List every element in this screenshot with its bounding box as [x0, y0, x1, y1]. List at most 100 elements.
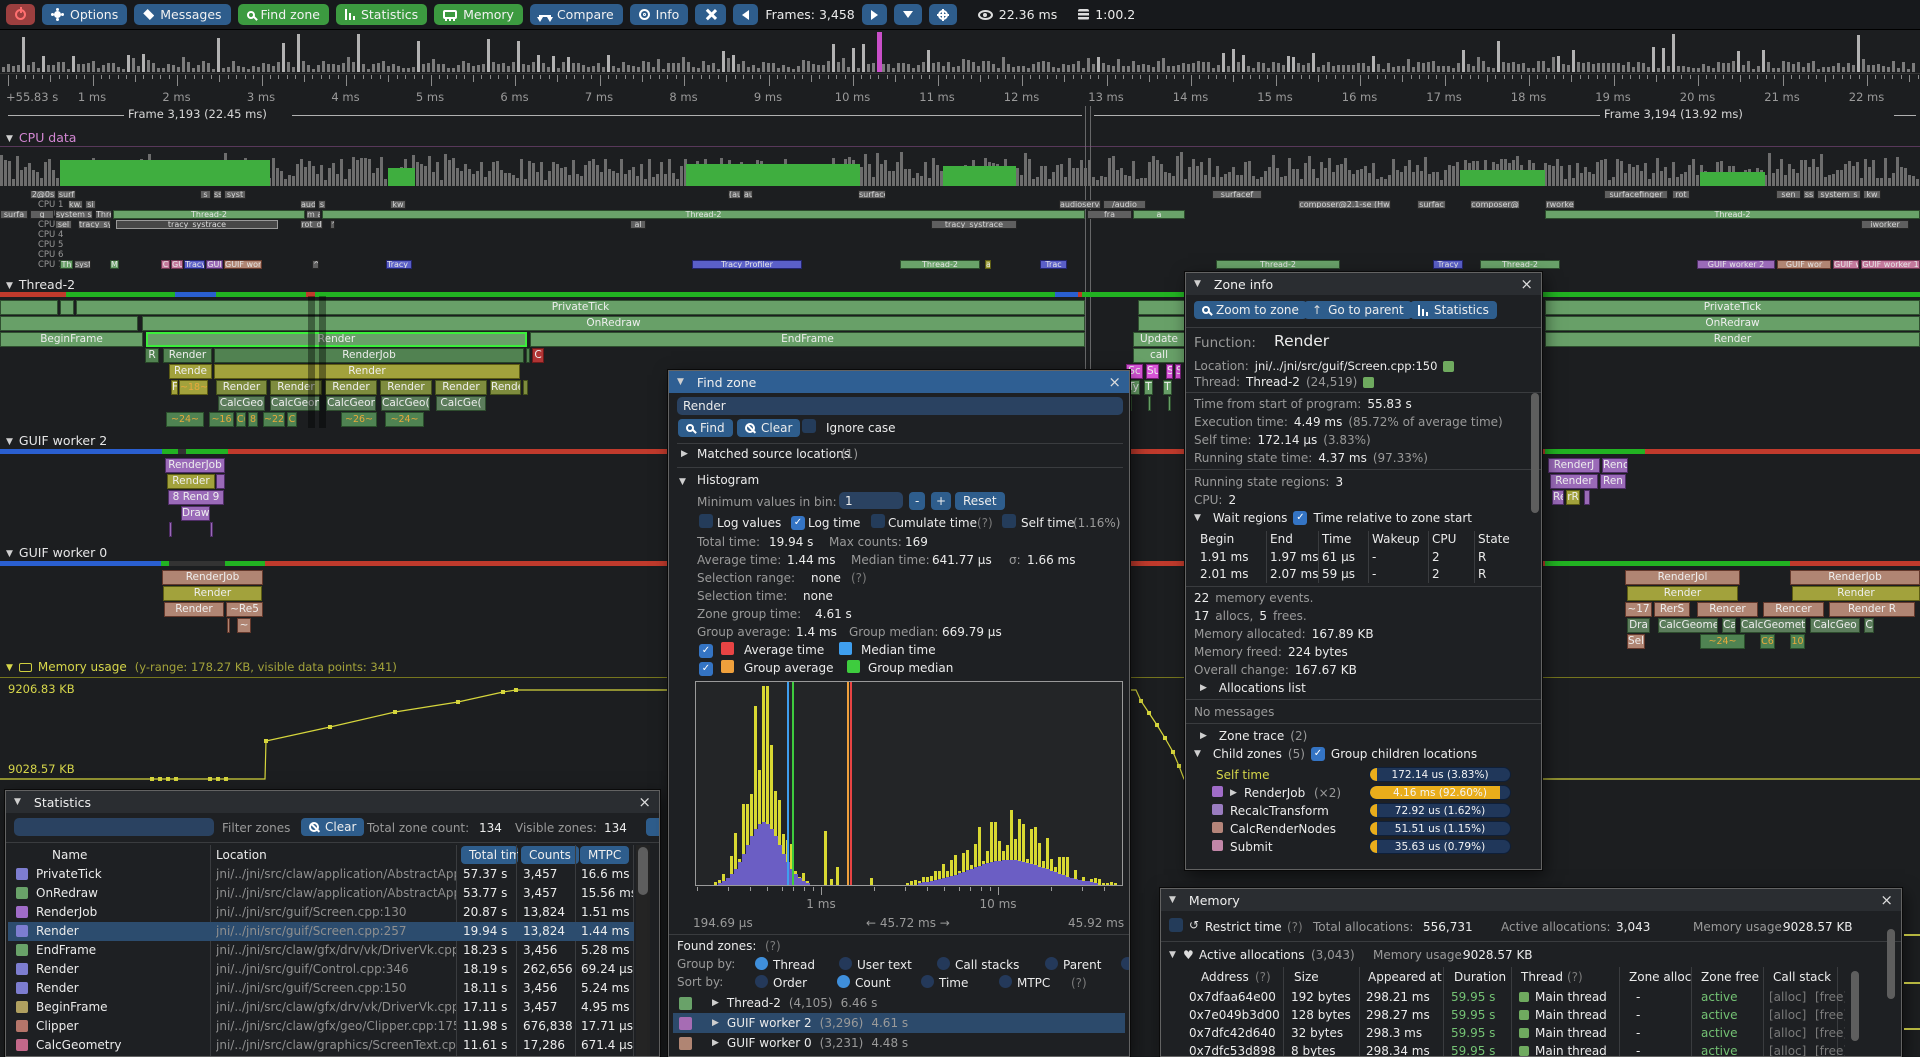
timeline-zone[interactable] [1138, 316, 1185, 331]
timeline-zone-privatetick[interactable]: PrivateTick [1545, 300, 1920, 315]
cpu-zone[interactable]: al [630, 220, 646, 229]
timeline-zone-t[interactable]: T [1144, 380, 1153, 395]
cpu-zone[interactable]: ss [1803, 190, 1815, 199]
cpu-zone[interactable]: m a [306, 210, 321, 219]
clear-filter-button[interactable]: Clear [301, 818, 365, 836]
timeline-zone-render[interactable]: Render [1627, 586, 1738, 601]
collapse-icon[interactable]: ▼ [677, 377, 684, 387]
group-children-checkbox[interactable]: ✓ [1310, 747, 1325, 761]
cpu-zone[interactable]: GUI [206, 260, 223, 269]
cpu-zone[interactable]: GUIF wor [1777, 260, 1831, 269]
thread-header[interactable]: ▼ GUIF worker 2 [6, 433, 107, 448]
window-scrollbar-thumb[interactable] [1887, 929, 1895, 999]
timeline-zone-beginframe[interactable]: BeginFrame [0, 332, 143, 347]
cpu-zone[interactable]: 2@0s [30, 190, 56, 199]
collapse-icon[interactable]: ▼ [1194, 749, 1201, 759]
cpu-zone[interactable]: g [30, 210, 54, 219]
timeline-zone-render[interactable]: Render [270, 380, 322, 395]
cpu-zone[interactable]: composer@ [1470, 200, 1520, 209]
timeline-zone-render[interactable]: Render [216, 380, 267, 395]
collapse-icon[interactable]: ▼ [1169, 895, 1176, 905]
close-icon[interactable]: × [1880, 890, 1893, 909]
sort-by-time[interactable] [921, 975, 934, 988]
timeline-zone-sel[interactable]: Sel [1627, 634, 1645, 649]
timeline-zone-calcge[interactable]: CalcGe( [436, 396, 486, 411]
collapse-icon[interactable]: ▼ [1169, 950, 1176, 960]
increase-button[interactable]: + [931, 492, 952, 510]
statistics-row-render[interactable]: Render jni/../jni/src/guif/Screen.cpp:150… [8, 979, 634, 998]
expander-icon[interactable]: ▶ [712, 998, 719, 1008]
found-group-thread-2[interactable]: ▶ Thread-2 (4,105) 6.46 s [673, 993, 1125, 1013]
timeline-zone-rr[interactable]: rR [1566, 490, 1580, 505]
collapse-icon[interactable]: ▼ [14, 797, 21, 807]
close-icon[interactable]: × [1108, 372, 1121, 391]
cpu-zone[interactable]: Tracy Profiler [692, 260, 802, 269]
cpu-zone[interactable]: syst [74, 260, 91, 269]
found-group-guif-worker-0[interactable]: ▶ GUIF worker 0 (3,231) 4.48 s [673, 1033, 1125, 1053]
timeline-zone-renderjol[interactable]: RenderJol [1625, 570, 1740, 585]
timeline-zone-16[interactable]: ~16 [209, 412, 234, 427]
expander-icon[interactable]: ▶ [1230, 788, 1237, 798]
timeline-zone-render[interactable]: Render [380, 380, 432, 395]
timeline-zone[interactable] [60, 300, 74, 315]
close-icon[interactable]: × [638, 792, 651, 811]
cpu-zone[interactable]: surfac [1417, 200, 1446, 209]
cpu-zone[interactable]: tracy_systrace [116, 220, 278, 229]
cpu-zone[interactable]: rot_d [300, 220, 323, 229]
group-by-no-grouping[interactable] [1121, 957, 1129, 970]
allocations-list-row[interactable]: ▶ Allocations list [1200, 681, 1533, 695]
statistics-row-renderjob[interactable]: RenderJob jni/../jni/src/guif/Screen.cpp:… [8, 903, 634, 922]
timeline-zone-render[interactable]: Render [1545, 332, 1920, 347]
timeline-zone-re[interactable]: Re [1552, 490, 1564, 505]
timeline-zone-t[interactable]: T [1163, 380, 1172, 395]
timeline-zone-calcgeor[interactable]: CalcGeor [326, 396, 376, 411]
zone-trace-row[interactable]: ▶ Zone trace (2) [1200, 729, 1533, 743]
timeline-zone-rers[interactable]: RerS [1654, 602, 1690, 617]
sort-by-mtpc[interactable] [999, 975, 1012, 988]
cpu-zone[interactable]: iworker [1861, 220, 1909, 229]
thread-header[interactable]: ▼ Thread-2 [6, 277, 75, 292]
cpu-zone[interactable]: Tracy S [386, 260, 412, 269]
statistics-row-render[interactable]: Render jni/../jni/src/guif/Control.cpp:34… [8, 960, 634, 979]
sort-by-order[interactable] [755, 975, 768, 988]
group-by-parent[interactable] [1045, 957, 1058, 970]
timeline-zone[interactable] [0, 300, 58, 315]
group-by-user-text[interactable] [839, 957, 852, 970]
cpu-zone[interactable]: C [161, 260, 170, 269]
cpu-zone[interactable]: GUIF worker 1 [1861, 260, 1920, 269]
timeline-zone-c6[interactable]: C6 [1760, 634, 1775, 649]
cpu-zone[interactable]: GUIF worker 2 [1697, 260, 1775, 269]
cpu-zone[interactable]: Th [60, 260, 73, 269]
cpu-zone[interactable]: /audio [1103, 200, 1146, 209]
collapse-icon[interactable]: ▼ [1194, 279, 1201, 289]
group-by-thread[interactable] [755, 957, 768, 970]
timeline-zone[interactable] [1148, 396, 1151, 411]
cpu-zone[interactable]: Thread-2 [322, 210, 1085, 219]
cpu-zone[interactable]: aud [300, 200, 316, 209]
cpu-zone[interactable]: s [200, 190, 211, 199]
found-group-guif-worker-2[interactable]: ▶ GUIF worker 2 (3,296) 4.61 s [673, 1013, 1125, 1033]
statistics-row-endframe[interactable]: EndFrame jni/../jni/src/claw/gfx/drv/vk/D… [8, 941, 634, 960]
timeline-zone-8[interactable]: 8 [248, 412, 258, 427]
cpu-zone[interactable]: Thread-2 [1480, 260, 1560, 269]
timeline-zone-calcgeome[interactable]: CalcGeome [270, 396, 320, 411]
timeline-zone-render[interactable]: Render [1550, 474, 1598, 489]
time-relative-checkbox[interactable]: ✓ [1293, 511, 1308, 525]
cpu-zone[interactable]: system se [55, 210, 93, 219]
timeline-zone[interactable] [169, 522, 172, 537]
toolbar-button-options[interactable]: Options [42, 4, 128, 25]
cpu-zone[interactable]: s [318, 200, 326, 209]
expander-icon[interactable]: ▼ [679, 477, 686, 487]
zone-info-button-statistics[interactable]: Statistics [1410, 301, 1497, 319]
cpu-zone[interactable]: M [110, 260, 119, 269]
cpu-zone[interactable]: si [85, 200, 96, 209]
decrease-button[interactable]: - [909, 492, 926, 510]
cpu-zone[interactable]: (au [728, 190, 741, 199]
cpu-zone[interactable]: surf [57, 190, 76, 199]
timeline-zone-onredraw[interactable]: OnRedraw [142, 316, 1085, 331]
cpu-zone[interactable]: tracy_systrace [931, 220, 1017, 229]
cpu-zone[interactable]: ^ [330, 220, 335, 229]
expander-icon[interactable]: ▶ [1200, 683, 1207, 693]
timeline-zone-renderjob[interactable]: RenderJob [162, 570, 263, 585]
cpu-zone[interactable]: sen [1776, 190, 1801, 199]
